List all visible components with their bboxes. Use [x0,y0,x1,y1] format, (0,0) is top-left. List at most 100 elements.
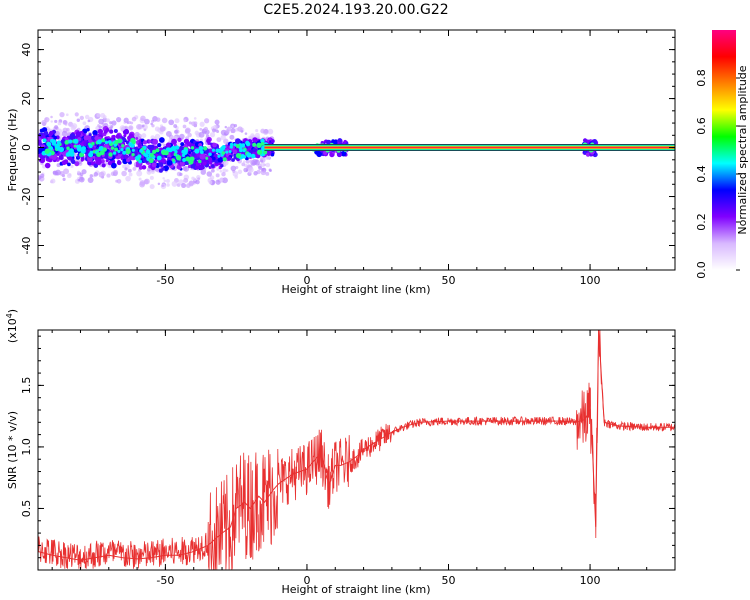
spectrum-peak-point [139,149,143,153]
spectrum-halo-point [141,124,145,128]
spectrum-halo-point [111,120,117,126]
spectrum-core-point [157,143,162,148]
spectrum-halo-point [97,124,100,127]
snr-series-line [38,330,675,561]
spectrum-core-point [199,153,206,160]
spectrum-halo-point [254,132,260,138]
spectrum-halo-point [209,132,216,138]
y-tick-label: 1.0 [20,438,33,456]
spectrum-core-point [141,155,144,159]
spectrum-halo-point [265,162,271,168]
spectrum-core-point [227,156,232,161]
snr-axes: -50 0 50 100 0.5 1.0 1.5 [20,330,676,587]
spectrum-halo-point [144,118,150,125]
spectrum-halo-point [62,120,68,126]
spectrum-peak-point [134,155,140,161]
spectrum-halo-point [70,164,74,168]
spectrum-peak-point [88,152,94,158]
spectrum-halo-point [214,119,220,125]
spectrum-peak-point [138,159,143,164]
spectrum-core-point [231,158,235,162]
spectrum-peak-point [199,150,204,154]
spectrum-halo-point [188,180,194,186]
spectrum-halo-point [188,121,192,125]
spectrum-halo-point [155,117,161,122]
spectrum-halo-point [245,159,250,164]
y-tick-label: 0 [20,144,33,151]
spectrogram-panel: -50 0 50 100 -40 -20 0 20 40 Height of straight … [6,29,676,296]
spectrum-halo-point [194,130,200,136]
spectrum-core-point [43,130,49,136]
spectrum-halo-point [74,112,79,117]
spectrum-halo-point [79,115,84,121]
spectrum-peak-point [50,139,56,144]
spectrum-halo-point [50,120,53,123]
spectrum-core-point [128,155,134,161]
x-tick-label: 50 [442,574,456,587]
spectrum-core-point [161,167,166,171]
y-tick-label: 1.5 [20,377,33,395]
spectrum-peak-point [250,153,256,159]
spectrum-peak-point [114,147,119,152]
spectrum-peak-point [66,146,70,151]
spectrum-peak-point [42,138,47,143]
spectrum-halo-point [230,129,234,134]
spectrum-halo-point [150,169,155,174]
spectrum-halo-point [119,125,126,132]
spectrum-halo-point [65,113,69,117]
spectrum-halo-point [154,126,160,132]
spectrum-peak-point [149,153,154,158]
spectrum-core-point [141,165,147,170]
spectrum-peak-point [121,144,125,148]
spectrum-peak-point [198,145,204,151]
spectrum-halo-point [253,171,258,176]
spectrum-halo-point [38,175,42,181]
spectrum-core-point [138,165,143,170]
spectrum-halo-point [76,118,81,122]
spectrum-halo-point [44,116,50,123]
spectrum-halo-point [166,179,170,183]
spectrum-core-point [92,130,98,136]
spectrum-peak-point [76,144,80,149]
spectrum-core-point [158,162,164,168]
spectrum-blob-point [336,152,342,158]
spectrum-halo-point [57,121,62,126]
spectrum-halo-point [237,169,243,175]
spectrum-halo-point [216,137,222,143]
spectrum-core-point [101,163,106,168]
spectrum-halo-point [147,167,151,172]
spectrum-peak-point [56,140,61,145]
x-tick-label: -50 [156,574,174,587]
spectrum-peak-point [161,150,167,156]
spectrum-halo-point [268,168,272,172]
colorbar-ticks: 0.0 0.2 0.4 0.6 0.8 [695,69,740,279]
spectrum-halo-point [249,159,253,163]
spectrum-core-point [126,158,131,163]
spectrum-halo-point [130,121,134,125]
spectrum-halo-point [244,132,248,135]
spectrum-core-point [92,155,96,159]
spectrum-peak-point [108,152,113,157]
spectrum-core-point [215,163,219,167]
spectrum-halo-point [216,130,220,133]
spectrum-core-point [117,160,121,164]
spectrum-core-point [74,161,80,167]
spectrum-core-point [134,146,139,151]
spectrum-halo-point [182,124,187,129]
spectrum-core-point [111,135,115,139]
x-tick-label: 0 [303,274,310,287]
spectrum-halo-point [199,121,205,127]
spectrum-peak-point [190,146,195,150]
spectrum-core-point [252,137,258,143]
spectrum-core-point [39,157,46,164]
spectrum-halo-point [159,126,166,132]
colorbar-tick-label: 0.4 [695,165,708,183]
spectrum-peak-point [174,150,178,154]
spectrum-blob-point [585,152,591,157]
spectrum-peak-point [229,145,233,149]
spectrum-halo-point [176,141,181,147]
spectrum-halo-point [197,177,201,181]
spectrum-core-point [220,164,224,168]
y-tick-label: 40 [20,43,33,57]
spectrum-halo-point [161,184,164,188]
